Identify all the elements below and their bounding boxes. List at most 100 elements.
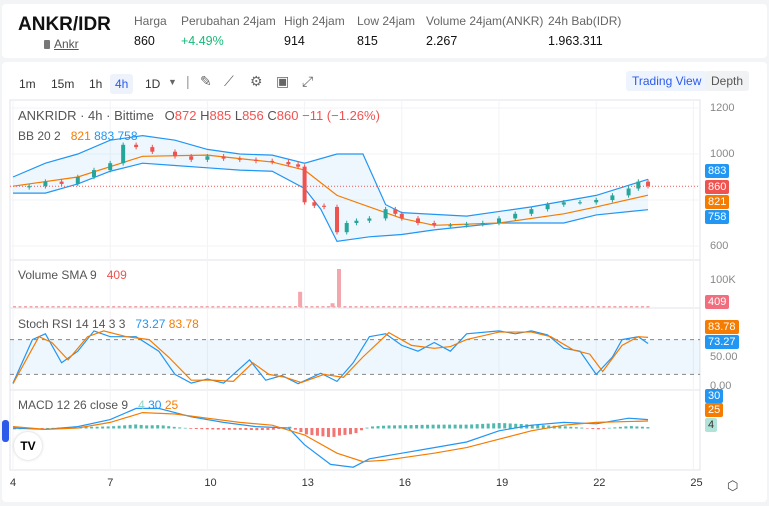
volume-bar	[183, 306, 187, 308]
bb-upper-tag: 883	[705, 164, 730, 178]
macd-hist-bar	[492, 423, 496, 429]
macd-hist-bar	[205, 428, 209, 430]
volume-bar	[293, 306, 297, 308]
depth-button[interactable]: Depth	[705, 71, 750, 91]
high-value: 885	[209, 108, 232, 123]
macd-hist-bar	[376, 426, 380, 429]
macd-line	[12, 407, 649, 468]
macd-hist-bar	[293, 428, 297, 430]
macd-hist-bar	[145, 425, 149, 429]
volume-bar	[117, 306, 121, 308]
candle	[254, 159, 258, 161]
candle	[312, 202, 317, 206]
macd-hist-bar	[178, 427, 182, 429]
settings-icon[interactable]: ⬡	[727, 478, 739, 493]
volume-bar	[249, 306, 253, 308]
bb-label: BB 20 2	[18, 129, 61, 143]
bb-upper-line	[12, 134, 649, 217]
candle	[286, 162, 291, 165]
macd-hist-bar	[596, 428, 600, 430]
volume-bar	[348, 306, 352, 308]
volume-bar	[514, 306, 518, 308]
open-value: 872	[174, 108, 197, 123]
macd-hist-bar	[134, 424, 138, 429]
candle	[529, 209, 534, 214]
candle	[237, 158, 242, 160]
tf-1d[interactable]: 1D	[145, 77, 161, 91]
macd-hist-bar	[123, 425, 127, 429]
stat-low: Low 24jam 815	[357, 14, 415, 48]
macd-hist-bar	[442, 424, 446, 429]
candle	[344, 223, 349, 233]
stat-turnover: 24h Bab(IDR) 1.963.311	[548, 14, 621, 48]
stat-price: Harga 860	[134, 14, 167, 48]
tf-15m[interactable]: 15m	[51, 77, 75, 91]
candle	[497, 218, 501, 223]
tf-1h[interactable]: 1h	[89, 77, 103, 91]
tf-4h[interactable]: 4h	[110, 74, 134, 94]
volume-bar	[211, 306, 215, 308]
volume-bar	[84, 306, 88, 308]
time-tick: 7	[107, 477, 114, 489]
stat-value: 2.267	[426, 34, 458, 48]
volume-bar	[304, 306, 308, 308]
coin-link[interactable]: Ankr	[44, 37, 79, 51]
volume-bar	[315, 306, 319, 308]
macd-hist-bar	[117, 425, 121, 429]
volume-bar	[282, 306, 286, 308]
macd-hist-bar	[304, 428, 308, 435]
save-icon[interactable]: ▣	[276, 73, 290, 89]
volume-bar	[128, 306, 132, 308]
candle	[205, 156, 210, 160]
tf-1m[interactable]: 1m	[19, 77, 36, 91]
volume-bar	[393, 306, 397, 308]
time-tick: 4	[10, 477, 17, 489]
volume-bar	[415, 306, 419, 308]
candle	[92, 170, 96, 177]
candle	[134, 144, 139, 148]
volume-bar	[298, 291, 303, 307]
volume-bar	[376, 306, 380, 308]
macd-hist-bar	[161, 425, 165, 429]
change-value: −11 (−1.26%)	[302, 108, 380, 123]
volume-tag: 409	[705, 295, 730, 309]
volume-label: Volume SMA 9	[18, 268, 97, 282]
volume-bar	[563, 306, 567, 308]
candle	[513, 213, 518, 219]
h-label: H	[200, 108, 210, 123]
macd-hist-bar	[112, 426, 116, 429]
volume-bar	[371, 306, 375, 308]
volume-bar	[360, 306, 364, 308]
volume-bar	[288, 306, 292, 308]
draw-icon[interactable]: ✎	[200, 73, 212, 89]
volume-bar	[580, 306, 584, 308]
macd-hist-bar	[574, 427, 578, 429]
coin-link-text[interactable]: Ankr	[54, 37, 79, 51]
candle	[646, 181, 651, 187]
macd-hist-bar	[90, 426, 94, 429]
expand-handle[interactable]	[2, 420, 9, 442]
chevron-down-icon[interactable]: ▼	[168, 77, 177, 87]
volume-bar	[172, 306, 176, 308]
volume-bar	[409, 306, 413, 308]
macd-hist-bar	[46, 427, 50, 429]
time-tick: 10	[204, 477, 217, 489]
volume-bar	[596, 306, 600, 308]
volume-bar	[101, 306, 105, 308]
macd-hist-bar	[249, 428, 253, 431]
gear-icon[interactable]: ⚙	[250, 73, 263, 89]
fullscreen-icon[interactable]: ⤢	[302, 73, 314, 89]
macd-hist-bar	[227, 428, 231, 430]
stoch-tick: 50.00	[710, 351, 738, 363]
macd-hist-bar	[591, 428, 595, 429]
trading-view-button[interactable]: Trading View	[626, 71, 708, 91]
volume-bar	[167, 306, 171, 308]
indicator-icon[interactable]: ⟋	[224, 73, 234, 89]
volume-bar	[79, 306, 83, 308]
volume-bar	[68, 306, 72, 308]
candle	[367, 218, 372, 221]
volume-legend: Volume SMA 9 409	[18, 268, 127, 282]
volume-bar	[536, 306, 540, 308]
volume-bar	[635, 306, 639, 308]
